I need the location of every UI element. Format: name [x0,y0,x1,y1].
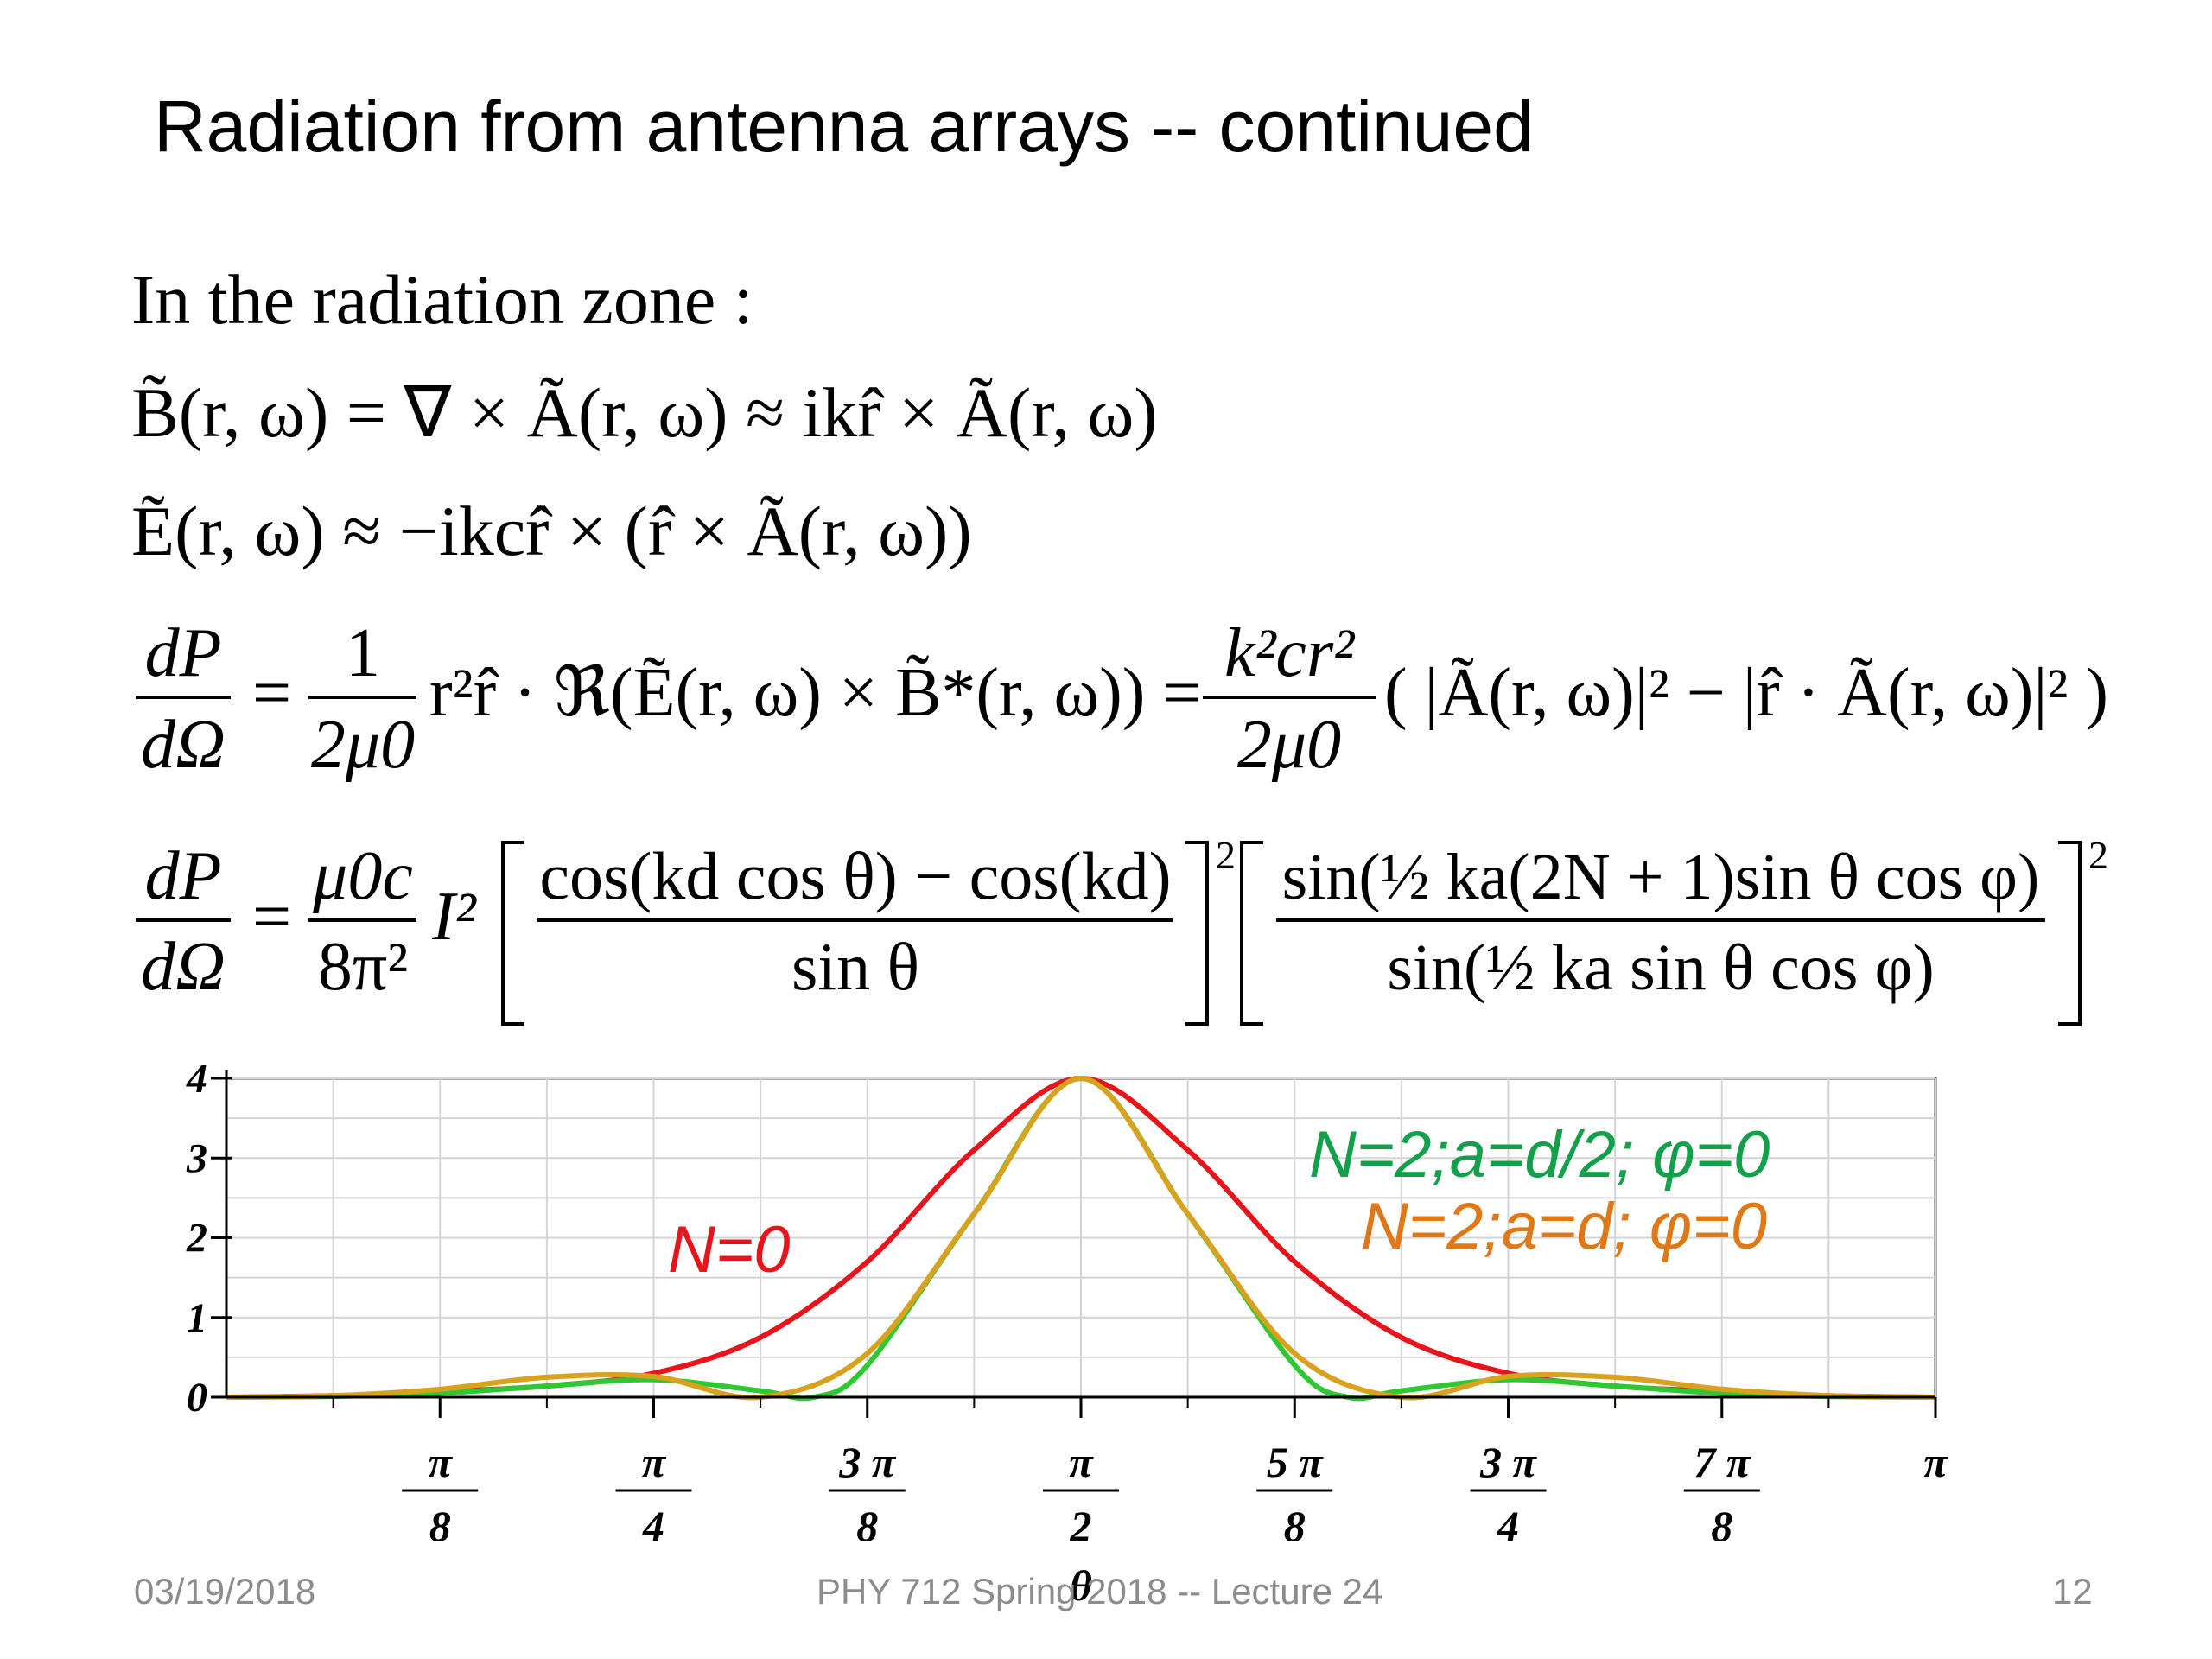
x-tick-label-num: 7 π [1694,1438,1751,1486]
power-rhs: ( |Ã(r, ω)|² − |r̂ · Ã(r, ω)|² ) [1384,655,2108,731]
array-factor1-den: sin θ [791,929,919,1004]
x-tick-label-den: 4 [642,1502,664,1550]
chart-series [226,1076,1936,1402]
exponent-1: 2 [1216,834,1236,877]
x-tick-label-den: 4 [1497,1502,1519,1550]
y-tick-label: 0 [187,1375,207,1421]
x-tick-label-den: 8 [856,1502,878,1550]
equals-sign-2: = [252,879,291,955]
x-tick-label-num: 3 π [1479,1438,1538,1486]
equation-e-field: Ẽ(r, ω) ≈ −ikcr̂ × (r̂ × Ã(r, ω)) [131,492,972,570]
power-coef2-num: k²cr² [1224,615,1356,691]
power-middle: r²r̂ · ℜ(Ẽ(r, ω) × B̃*(r, ω)) = [429,655,1202,731]
x-tick-label-num: π [1923,1438,1948,1486]
array-current: I² [431,879,478,955]
intro-text: In the radiation zone : [131,260,753,339]
x-tick-label-num: 3 π [838,1438,897,1486]
series-line-3 [226,1076,1936,1401]
annotation-2: N=2;a=d/2; φ=0 [1309,1118,1770,1192]
chart-axes [211,1070,1937,1418]
equation-b-field: B̃(r, ω) = ∇ × Ã(r, ω) ≈ ikr̂ × Ã(r, ω) [131,373,1158,452]
power-lhs-num: dP [145,615,222,691]
x-tick-label-num: 5 π [1267,1438,1325,1486]
x-tick-label-den: 8 [1284,1502,1306,1550]
footer-date: 03/19/2018 [134,1571,316,1611]
y-tick-label: 3 [186,1135,207,1181]
y-tick-label: 1 [187,1295,207,1341]
y-tick-label: 4 [186,1056,207,1102]
power-coef-den: 2μ0 [311,707,415,783]
array-lhs-num: dP [145,838,222,914]
array-lhs-den: dΩ [141,929,226,1005]
equation-array: dP dΩ = μ0c 8π² I² cos(kd cos θ) − cos(k… [136,834,2108,1026]
array-factor2-den: sin(½ ka sin θ cos φ) [1387,931,1934,1004]
power-coef-num: 1 [346,615,380,691]
equation-power: dP dΩ = 1 2μ0 r²r̂ · ℜ(Ẽ(r, ω) × B̃*(r, … [136,615,2108,783]
power-lhs-den: dΩ [141,707,226,783]
power-coef2-den: 2μ0 [1237,707,1341,783]
array-factor1-num: cos(kd cos θ) − cos(kd) [539,838,1171,913]
chart-grid [225,1077,1937,1399]
array-coef-den: 8π² [318,929,408,1005]
x-axis-label: θ [1070,1561,1092,1610]
array-coef-num: μ0c [312,838,413,914]
x-tick-label-den: 2 [1070,1502,1092,1550]
y-tick-label: 2 [186,1216,207,1262]
x-tick-label-num: π [642,1438,667,1486]
annotation-1: N=0 [668,1213,791,1287]
footer-course: PHY 712 Spring 2018 -- Lecture 24 [817,1571,1383,1611]
x-tick-label-num: π [1069,1438,1094,1486]
exponent-2: 2 [2088,834,2108,877]
array-factor2-num: sin(½ ka(2N + 1)sin θ cos φ) [1282,841,2040,913]
slide-title: Radiation from antenna arrays -- continu… [154,86,1534,167]
chart-labels: 0 1 2 3 4 π 8 π 4 3 π 8 π 2 5 π 8 3 π 4 7 π 8 π θ N=0 N=2;a=d/… [186,1056,1948,1610]
footer-page-number: 12 [2052,1571,2093,1611]
x-tick-label-den: 8 [1711,1502,1732,1550]
x-tick-label-den: 8 [429,1502,451,1550]
annotation-3: N=2;a=d; φ=0 [1361,1190,1767,1263]
equals-sign: = [252,655,291,731]
x-tick-label-num: π [429,1438,454,1486]
